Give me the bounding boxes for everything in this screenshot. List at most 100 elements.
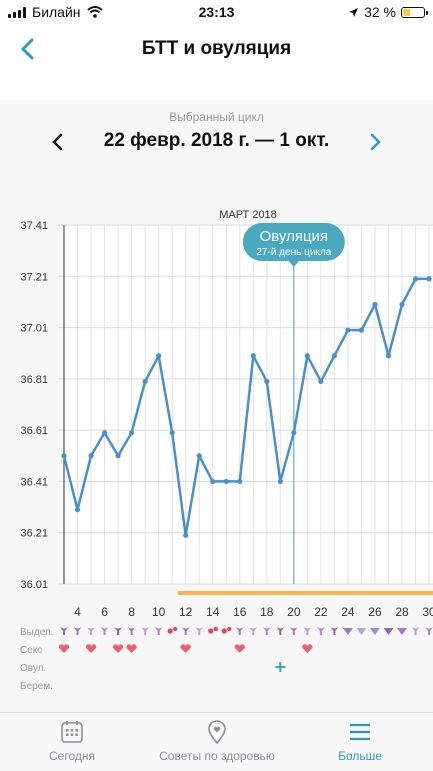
nav-bar: БТТ и овуляция	[0, 28, 433, 72]
heart-icon	[302, 644, 313, 653]
diamond-discharge-icon	[356, 628, 367, 635]
discharge-icon	[73, 627, 82, 635]
temperature-point	[88, 453, 94, 459]
x-tick-label: 4	[74, 605, 81, 619]
discharge-icon	[181, 627, 190, 635]
back-button[interactable]	[14, 34, 44, 64]
bbt-chart[interactable]: МАРТ 2018 37.41 37.21 37.01 36.81 36.61 36.41…	[0, 200, 433, 700]
temperature-point	[74, 507, 81, 513]
y-tick-label: 37.21	[20, 271, 48, 283]
tab-health-tips[interactable]: Советы по здоровью	[150, 719, 284, 763]
x-tick-label: 30	[422, 605, 433, 619]
discharge-icon	[249, 627, 258, 635]
temperature-point	[412, 276, 419, 282]
discharge-icon	[262, 627, 271, 635]
battery-percent: 32 %	[364, 4, 396, 20]
tab-today[interactable]: Сегодня	[30, 719, 114, 763]
signal-icon	[8, 6, 26, 18]
blood-drop-icon	[172, 626, 178, 632]
tab-more[interactable]: Больше	[318, 719, 402, 763]
temperature-point	[372, 301, 378, 308]
blood-drop-icon	[221, 628, 227, 634]
discharge-icon	[100, 627, 109, 635]
x-tick-label: 18	[260, 605, 274, 619]
temperature-point	[210, 478, 216, 485]
temperature-point	[426, 276, 432, 282]
temperature-point	[345, 327, 351, 333]
x-tick-label: 20	[287, 605, 301, 619]
temperature-point	[385, 353, 392, 359]
tab-more-label: Больше	[338, 749, 382, 763]
discharge-icon	[235, 627, 244, 635]
status-time: 23:13	[198, 4, 235, 20]
x-tick-label: 28	[395, 605, 409, 619]
chevron-left-icon	[21, 38, 34, 60]
wifi-icon	[86, 6, 103, 18]
ovulation-badge-pointer	[287, 260, 300, 267]
status-bar: Билайн 23:13 32 %	[0, 0, 433, 24]
y-tick-label: 36.41	[20, 476, 48, 488]
temperature-point	[129, 430, 135, 436]
temperature-point	[142, 378, 148, 385]
temperature-point	[318, 378, 324, 385]
temperature-line	[62, 277, 430, 537]
temperature-point	[223, 478, 229, 485]
temperature-point	[358, 327, 365, 333]
temperature-point	[291, 430, 297, 436]
carrier-name: Билайн	[32, 4, 81, 20]
y-tick-label: 36.21	[20, 528, 48, 540]
x-tick-label: 12	[179, 605, 193, 619]
tab-today-label: Сегодня	[49, 749, 95, 763]
temperature-point	[196, 453, 202, 459]
blood-drop-icon	[167, 628, 173, 634]
blood-drop-icon	[213, 626, 218, 632]
cycle-range: 22 февр. 2018 г. — 1 окт.	[103, 130, 330, 151]
discharge-icon	[114, 627, 123, 635]
heart-icon	[85, 644, 97, 653]
heart-icon	[58, 644, 70, 653]
ovulation-sublabel: 27-й день цикла	[256, 247, 331, 258]
chevron-left-icon	[52, 133, 63, 151]
page-title: БТТ и овуляция	[141, 38, 292, 59]
heart-icon	[234, 644, 245, 653]
discharge-icon	[87, 627, 96, 635]
tab-bar: Сегодня Советы по здоровью Больше	[0, 712, 433, 771]
temperature-point	[156, 353, 162, 359]
diamond-discharge-icon	[342, 628, 353, 635]
x-tick-label: 6	[101, 605, 108, 619]
discharge-icon	[154, 627, 163, 635]
heart-icon	[180, 644, 191, 653]
location-arrow-icon	[349, 7, 359, 17]
y-tick-label: 36.01	[20, 579, 48, 591]
discharge-icon	[330, 627, 339, 635]
ovulation-label: Овуляция	[260, 228, 328, 245]
next-cycle-button[interactable]	[365, 130, 385, 154]
discharge-icon	[276, 627, 285, 635]
discharge-icon	[425, 627, 433, 635]
temperature-point	[399, 301, 405, 308]
blood-drop-icon	[208, 628, 214, 634]
battery-icon	[401, 6, 428, 18]
discharge-icon	[411, 627, 420, 635]
temperature-point	[237, 478, 243, 485]
status-right: 32 %	[348, 4, 428, 20]
cycle-selector: 22 февр. 2018 г. — 1 окт.	[0, 128, 433, 156]
row-label: Берем.	[20, 681, 53, 692]
x-tick-label: 10	[152, 605, 166, 619]
discharge-icon	[289, 627, 298, 635]
discharge-icon	[303, 627, 312, 635]
temperature-point	[183, 532, 189, 538]
location-pin-icon	[208, 720, 226, 745]
ovulation-badge	[242, 223, 345, 261]
previous-cycle-button[interactable]	[48, 130, 68, 154]
menu-icon	[350, 723, 370, 741]
x-tick-label: 26	[368, 605, 382, 619]
diamond-discharge-icon	[369, 628, 380, 635]
discharge-icon	[195, 627, 204, 635]
discharge-icon	[316, 627, 325, 635]
temperature-point	[101, 430, 108, 436]
calendar-icon	[61, 721, 83, 743]
temperature-point	[61, 453, 67, 459]
discharge-icon	[60, 627, 68, 635]
x-tick-label: 14	[206, 605, 220, 619]
